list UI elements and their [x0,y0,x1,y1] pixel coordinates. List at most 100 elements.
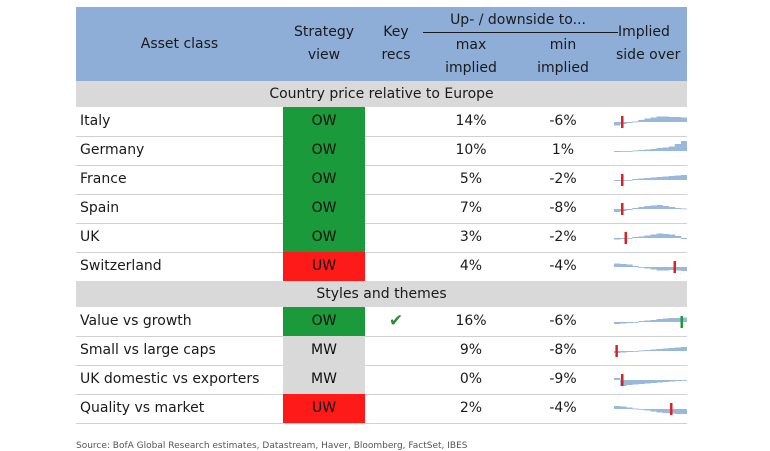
sparkline-bar [674,318,682,322]
sparkline-bar [644,350,651,351]
sparkline-bar [632,322,639,323]
sparkline-bar [632,179,639,180]
sparkline-bar [656,233,663,238]
header-max-line2: implied [445,60,497,76]
sparkline-marker [621,203,624,215]
sparkline-bar [626,264,633,267]
sparkline-bar [626,209,633,210]
sparkline-bar [632,351,639,352]
sparkline-bar [650,349,657,351]
strategy-view-badge: OW [283,136,365,165]
header-key-recs-line1: Key [383,24,409,40]
sparkline-bar [626,351,633,352]
sparkline-bar [620,238,627,239]
sparkline-bar [680,208,687,210]
header-strategy-view-line1: Strategy [294,24,354,40]
sparkline-bar [638,178,645,180]
min-implied-value: -9% [549,371,577,387]
sparkline-bar [680,317,687,322]
asset-class-name: Quality vs market [80,400,205,416]
strategy-view-badge: UW [283,252,365,281]
min-implied-value: -2% [549,229,577,245]
sparkline-marker [621,174,624,186]
sparkline-bar [656,116,663,122]
sparkline-bar [650,205,657,209]
sparkline-bar [644,178,651,180]
sparkline-marker [680,316,683,328]
table-row: Germany OW 10% 1% [76,136,687,166]
min-implied-value: -8% [549,342,577,358]
max-implied-value: 14% [455,113,487,129]
header-strategy-view-line2: view [307,47,341,63]
implied-sparkline [614,261,687,273]
key-rec-check-icon: ✔ [388,311,404,331]
asset-class-name: Italy [80,113,111,129]
sparkline-bar [668,117,676,122]
sparkline-bar [668,234,676,238]
sparkline-bar [662,318,670,322]
sparkline-bar [650,267,657,270]
asset-class-name: UK domestic vs exporters [80,371,260,387]
sparkline-bar [644,149,651,151]
sparkline-bar [662,409,670,413]
sparkline-bar [614,151,621,152]
header-min-line2: implied [537,60,589,76]
sparkline-bar [626,238,633,239]
min-implied-value: -2% [549,171,577,187]
sparkline-bar [662,147,670,151]
sparkline-bar [662,234,670,238]
sparkline-bar [632,150,639,152]
sparkline-bar [656,148,663,151]
sparkline-bar [644,380,651,384]
sparkline-bar [614,322,621,324]
key-rec-check-icon [366,394,426,423]
sparkline-bar [620,322,627,324]
table-row: France OW 5% -2% [76,165,687,195]
section-header: Styles and themes [76,281,687,307]
sparkline-bar [668,146,676,151]
sparkline-bar [632,237,639,238]
table-row: Switzerland UW 4% -4% [76,252,687,282]
max-implied-value: 9% [459,342,483,358]
sparkline-bar [656,409,663,413]
sparkline-bar [638,267,645,268]
sparkline-bar [644,235,651,238]
sparkline-bar [662,176,670,180]
source-footnote: Source: BofA Global Research estimates, … [76,441,468,451]
table-row: Quality vs market UW 2% -4% [76,394,687,424]
sparkline-bar [668,267,676,270]
sparkline-bar [680,141,687,151]
implied-sparkline [614,174,687,186]
sparkline-marker [624,232,627,244]
table-row: Italy OW 14% -6% [76,107,687,137]
sparkline-bar [674,175,682,180]
sparkline-bar [644,320,651,322]
sparkline-bar [674,236,682,238]
sparkline-bar [668,348,676,351]
table-row: Spain OW 7% -8% [76,194,687,224]
sparkline-bar [680,380,687,381]
sparkline-bar [674,267,682,271]
sparkline-bar [620,264,627,267]
header-key-recs-line2: recs [381,47,411,63]
table-row: UK domestic vs exporters MW 0% -9% [76,365,687,395]
sparkline-bar [614,209,621,212]
header-min-line1: min [549,37,577,53]
sparkline-bar [626,151,633,152]
min-implied-value: -6% [549,313,577,329]
strategy-view-badge: OW [283,194,365,223]
min-implied-value: 1% [551,142,575,158]
sparkline-bar [614,238,621,240]
max-implied-value: 0% [459,371,483,387]
key-rec-check-icon [366,136,426,165]
key-rec-check-icon [366,365,426,394]
sparkline-bar [638,236,645,238]
asset-class-name: Spain [80,200,120,216]
sparkline-bar [614,378,621,380]
sparkline-bar [626,122,633,123]
sparkline-bar [650,234,657,238]
strategy-view-badge: UW [283,394,365,423]
min-implied-value: -4% [549,400,577,416]
sparkline-bar [680,409,687,414]
asset-class-name: UK [80,229,100,245]
